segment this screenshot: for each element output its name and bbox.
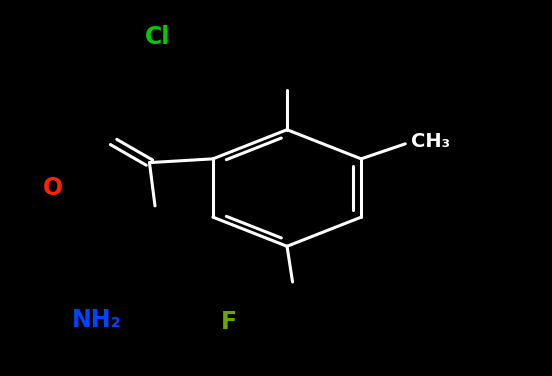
Text: F: F xyxy=(221,310,237,334)
Text: CH₃: CH₃ xyxy=(411,132,450,152)
Text: NH₂: NH₂ xyxy=(72,308,121,332)
Text: Cl: Cl xyxy=(145,25,170,49)
Text: O: O xyxy=(43,176,62,200)
